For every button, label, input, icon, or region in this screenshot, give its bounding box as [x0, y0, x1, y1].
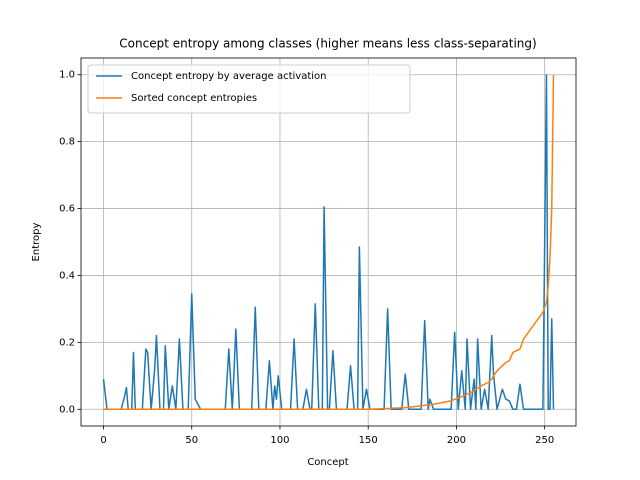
y-tick-label: 0.4: [59, 270, 75, 281]
x-axis-label: Concept: [307, 457, 348, 468]
y-tick-label: 0.2: [59, 337, 75, 348]
x-tick-label: 200: [447, 435, 466, 446]
legend-label: Concept entropy by average activation: [131, 71, 327, 82]
x-tick-label: 250: [535, 435, 554, 446]
y-axis-label: Entropy: [31, 222, 42, 261]
legend-box: [87, 64, 411, 114]
y-tick-label: 0.0: [59, 404, 75, 415]
x-tick-label: 0: [100, 435, 106, 446]
legend-label: Sorted concept entropies: [131, 93, 257, 104]
x-tick-label: 150: [359, 435, 378, 446]
line-series: [102, 73, 555, 411]
y-tick-label: 0.8: [59, 137, 75, 148]
x-tick-label: 50: [185, 435, 198, 446]
legend: Concept entropy by average activation Sor…: [87, 64, 411, 114]
x-tick-label: 100: [270, 435, 289, 446]
line-series: [103, 74, 555, 411]
plot-frame: [80, 57, 577, 427]
y-tick-label: 0.6: [59, 204, 75, 215]
chart-title: Concept entropy among classes (higher me…: [119, 37, 536, 51]
y-tick-label: 1.0: [59, 70, 75, 81]
